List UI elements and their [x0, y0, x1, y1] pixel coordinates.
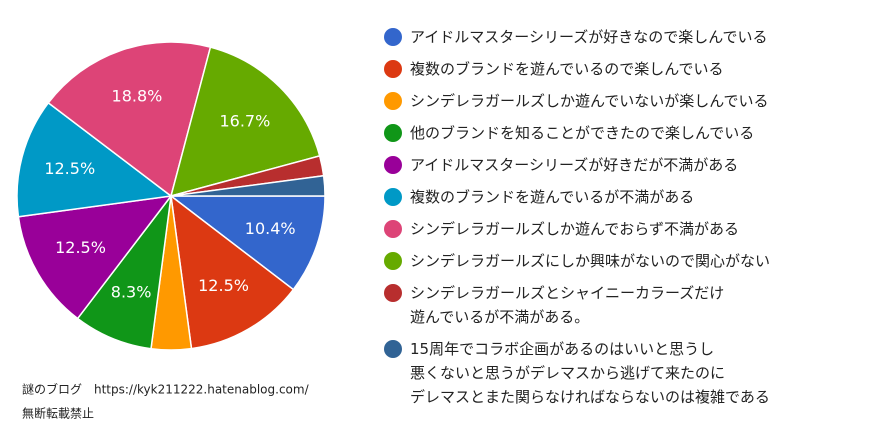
legend-label: シンデレラガールズとシャイニーカラーズだけ遊んでいるが不満がある。 — [410, 284, 724, 326]
legend-label: アイドルマスターシリーズが好きだが不満がある — [410, 156, 738, 174]
legend-line: アイドルマスターシリーズが好きなので楽しんでいる — [410, 28, 767, 46]
legend-line: シンデレラガールズしか遊んでいないが楽しんでいる — [410, 92, 769, 110]
legend-swatch — [384, 156, 402, 174]
legend-line: 複数のブランドを遊んでいるが不満がある — [410, 188, 694, 206]
annotation: 謎のブログ https://kyk211222.hatenablog.com/ — [22, 382, 310, 397]
legend-swatch — [384, 220, 402, 238]
legend-line: 複数のブランドを遊んでいるので楽しんでいる — [410, 60, 724, 78]
legend-swatch — [384, 340, 402, 358]
legend-line: デレマスとまた関らなければならないのは複雑である — [410, 388, 770, 406]
data-label: 10.4% — [245, 219, 296, 238]
pie-slice — [168, 195, 326, 291]
data-label: 8.3% — [111, 282, 152, 301]
legend-line: シンデレラガールズしか遊んでおらず不満がある — [410, 220, 739, 238]
legend-label: シンデレラガールズしか遊んでいないが楽しんでいる — [410, 92, 769, 110]
legend-line: シンデレラガールズにしか興味がないので関心がない — [410, 252, 770, 270]
legend-line: アイドルマスターシリーズが好きだが不満がある — [410, 156, 738, 174]
legend-swatch — [384, 60, 402, 78]
pie-slice — [170, 174, 326, 197]
legend-label: 複数のブランドを遊んでいるが不満がある — [410, 188, 694, 206]
legend-label: アイドルマスターシリーズが好きなので楽しんでいる — [410, 28, 767, 46]
pie-slice — [16, 101, 173, 218]
legend-swatch — [384, 28, 402, 46]
legend-label: 他のブランドを知ることができたので楽しんでいる — [410, 124, 754, 142]
data-label: 12.5% — [55, 238, 106, 257]
legend-swatch — [384, 92, 402, 110]
pie-slice — [169, 46, 321, 198]
annotation: 無断転載禁止 — [22, 406, 94, 421]
legend-line: 悪くないと思うがデレマスから逃げて来たのに — [410, 364, 725, 382]
data-label: 16.7% — [219, 111, 270, 130]
legend-line: 15周年でコラボ企画があるのはいいと思うし — [410, 340, 714, 358]
legend-swatch — [384, 124, 402, 142]
pie-slice — [47, 41, 212, 198]
pie-slice — [170, 194, 295, 350]
legend-line: 遊んでいるが不満がある。 — [410, 308, 589, 326]
legend-line: 他のブランドを知ることができたので楽しんでいる — [410, 124, 754, 142]
legend-line: シンデレラガールズとシャイニーカラーズだけ — [410, 284, 724, 302]
data-label: 12.5% — [198, 276, 249, 295]
legend-label: シンデレラガールズにしか興味がないので関心がない — [410, 252, 770, 270]
pie-slice — [17, 195, 173, 320]
data-label: 12.5% — [44, 159, 95, 178]
data-label: 18.8% — [112, 86, 163, 105]
legend-label: 15周年でコラボ企画があるのはいいと思うし悪くないと思うがデレマスから逃げて来た… — [410, 340, 770, 406]
legend-swatch — [384, 252, 402, 270]
legend-swatch — [384, 188, 402, 206]
legend-swatch — [384, 284, 402, 302]
legend-label: 複数のブランドを遊んでいるので楽しんでいる — [410, 60, 724, 78]
legend-label: シンデレラガールズしか遊んでおらず不満がある — [410, 220, 739, 238]
